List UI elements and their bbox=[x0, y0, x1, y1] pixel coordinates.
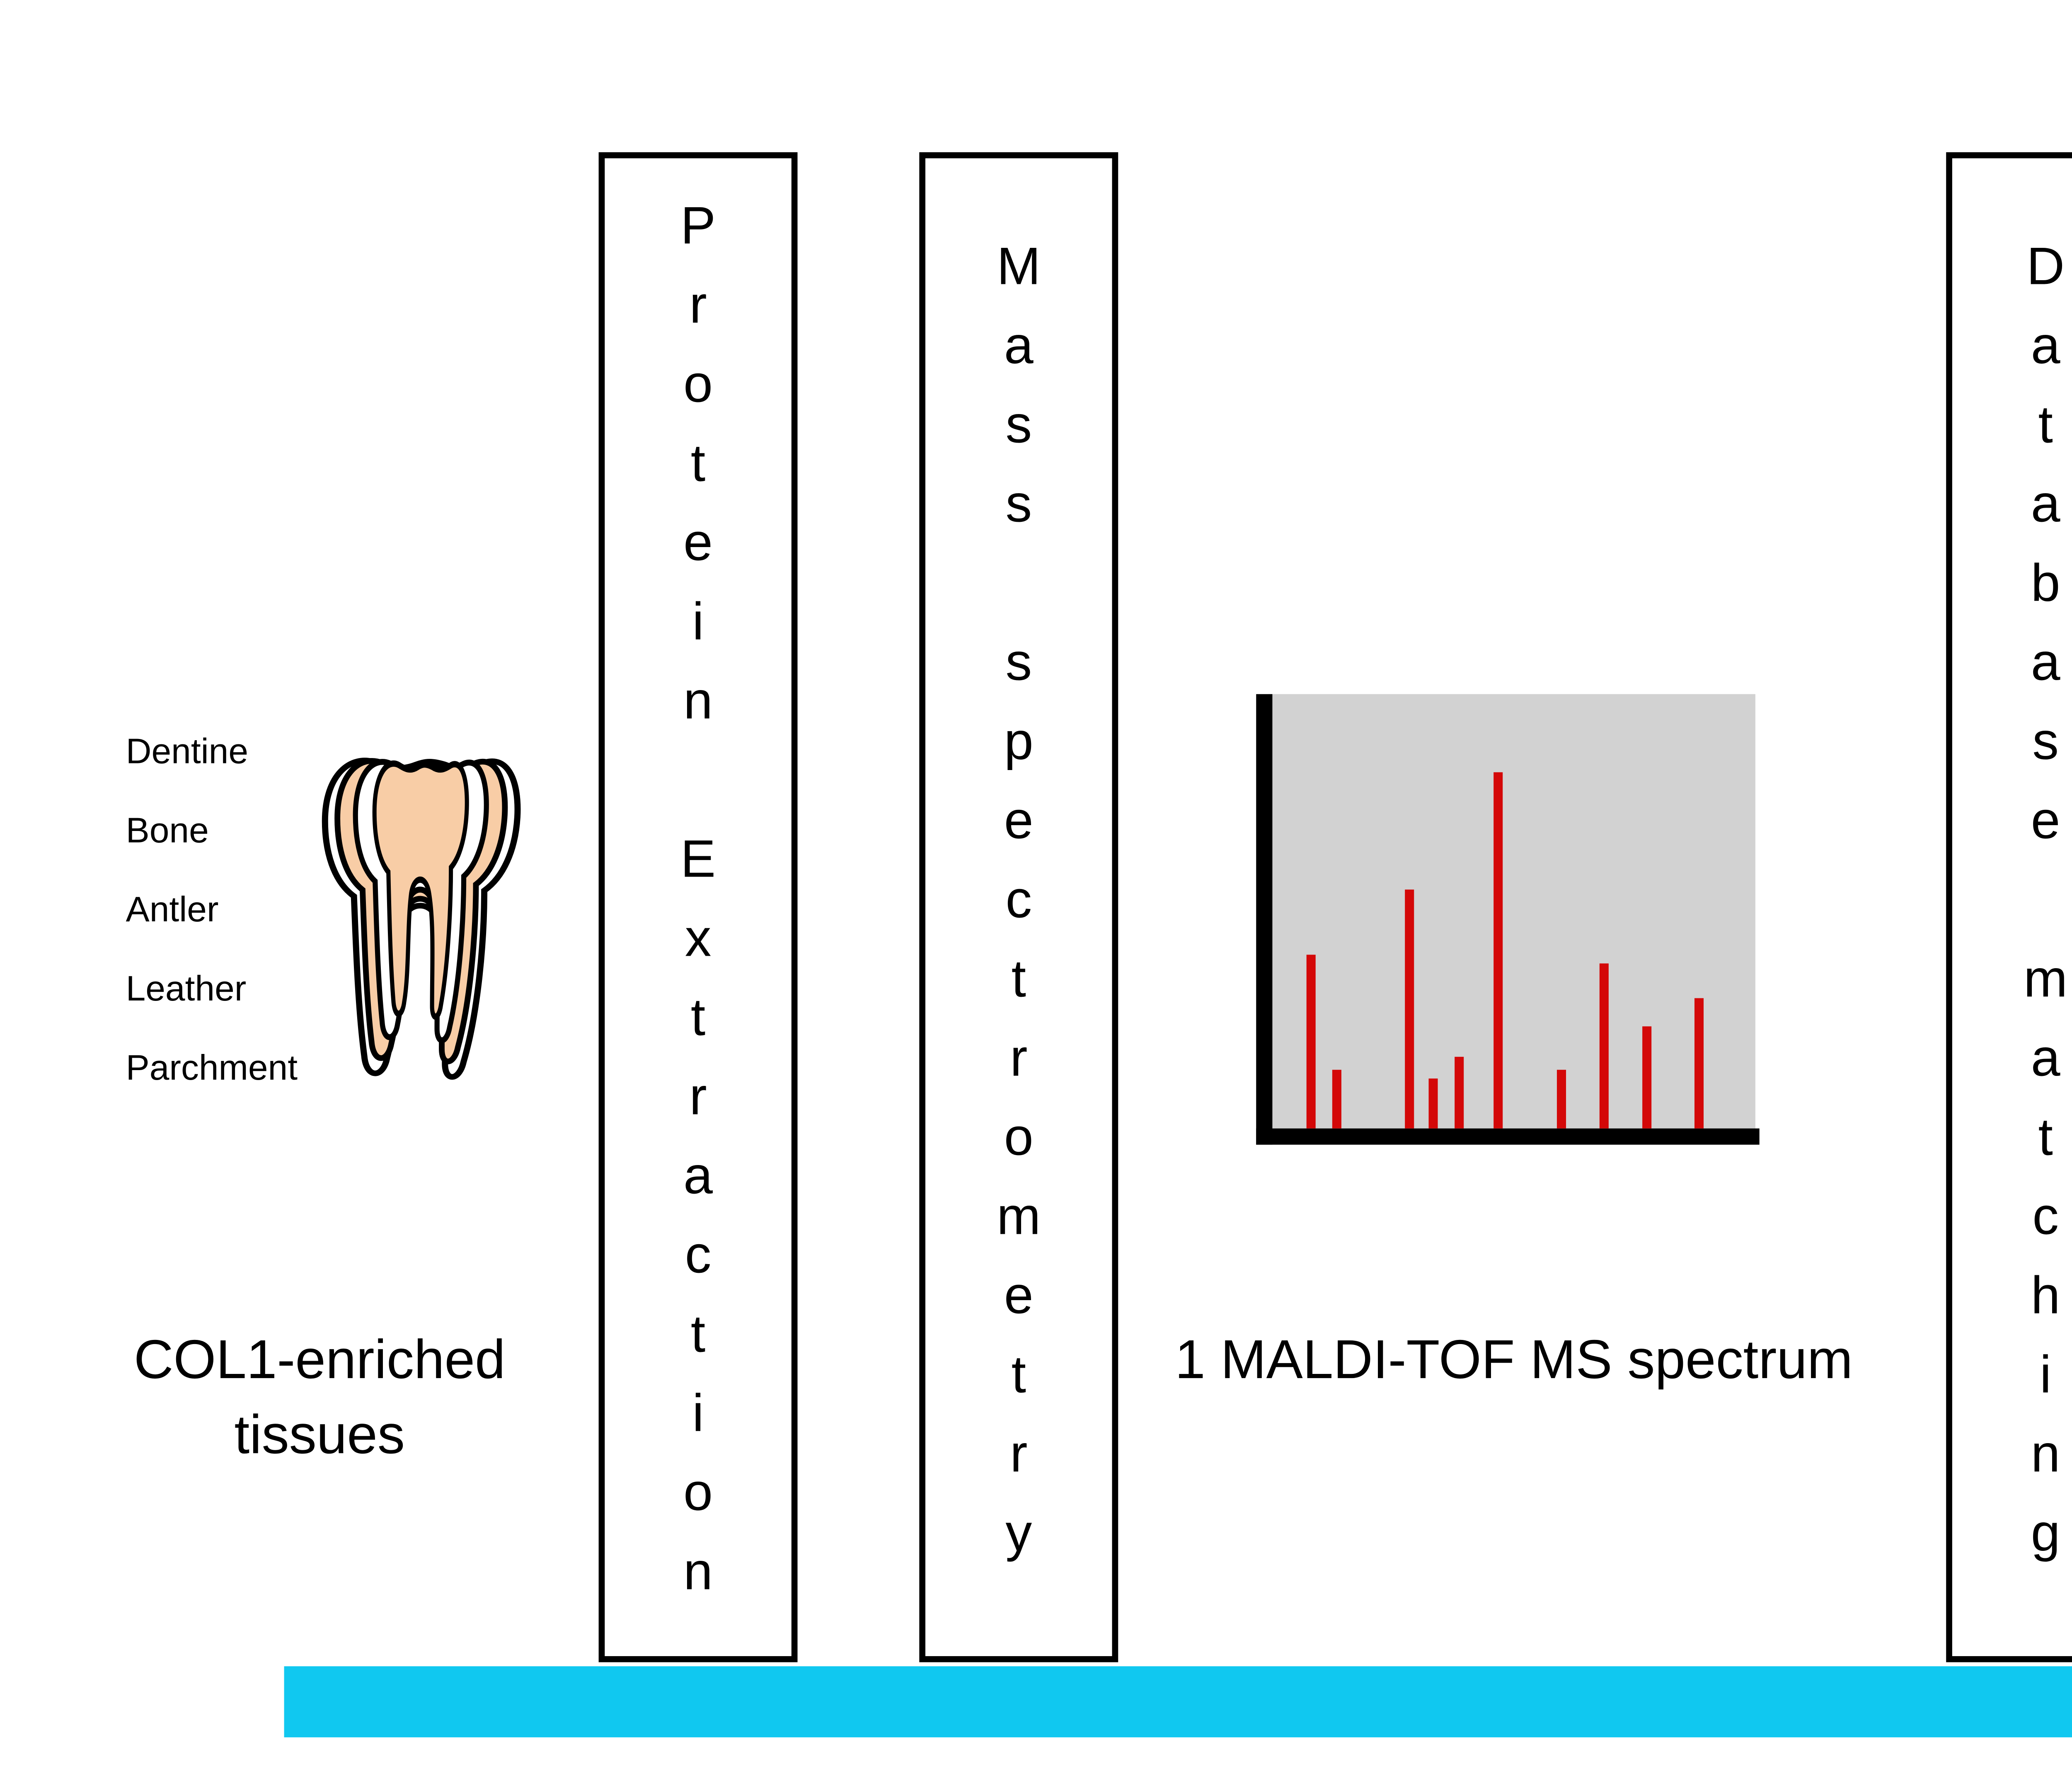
arrow-shape-icon bbox=[284, 1666, 2072, 1737]
workflow-arrow bbox=[284, 1666, 2072, 1737]
y-axis bbox=[1256, 694, 1273, 1145]
plot-background bbox=[1268, 694, 1755, 1129]
spectrum-peak bbox=[1556, 1070, 1566, 1129]
left-caption-line1: COL1-enriched bbox=[133, 1329, 506, 1390]
step-box-protein-extraction: Protein Extraction bbox=[598, 152, 798, 1662]
spectrum-caption: 1 MALDI-TOF MS spectrum bbox=[1175, 1329, 1853, 1390]
maldi-spectrum-plot bbox=[1256, 694, 1760, 1145]
step-label-protein-extraction: Protein Extraction bbox=[668, 195, 729, 1620]
spectrum-peak bbox=[1306, 954, 1316, 1129]
tissue-label-bone: Bone bbox=[126, 809, 209, 850]
step-label-database-matching: Database matching bbox=[2015, 234, 2072, 1580]
tissue-label-dentine: Dentine bbox=[126, 730, 249, 771]
spectrum-peak bbox=[1455, 1056, 1464, 1129]
step-box-database-matching: Database matching bbox=[1946, 152, 2072, 1662]
step-box-mass-spectrometry: Mass spectrometry bbox=[919, 152, 1118, 1662]
spectrum-peak bbox=[1599, 963, 1609, 1129]
left-caption-line2: tissues bbox=[234, 1404, 405, 1466]
tissue-label-leather: Leather bbox=[126, 968, 247, 1009]
spectrum-peak bbox=[1405, 889, 1414, 1129]
tissue-label-antler: Antler bbox=[126, 889, 219, 930]
tooth-cross-section-illustration bbox=[308, 731, 523, 1092]
spectrum-peak bbox=[1332, 1070, 1341, 1129]
spectrum-peak bbox=[1428, 1078, 1438, 1129]
tissue-label-parchment: Parchment bbox=[126, 1047, 298, 1088]
spectrum-peak bbox=[1642, 1026, 1652, 1129]
left-caption: COL1-enriched tissues bbox=[61, 1323, 579, 1473]
spectrum-peaks bbox=[1306, 772, 1704, 1129]
step-label-mass-spectrometry: Mass spectrometry bbox=[988, 234, 1049, 1580]
spectrum-peak bbox=[1493, 772, 1503, 1129]
x-axis bbox=[1256, 1128, 1760, 1145]
spectrum-peak bbox=[1694, 998, 1704, 1129]
